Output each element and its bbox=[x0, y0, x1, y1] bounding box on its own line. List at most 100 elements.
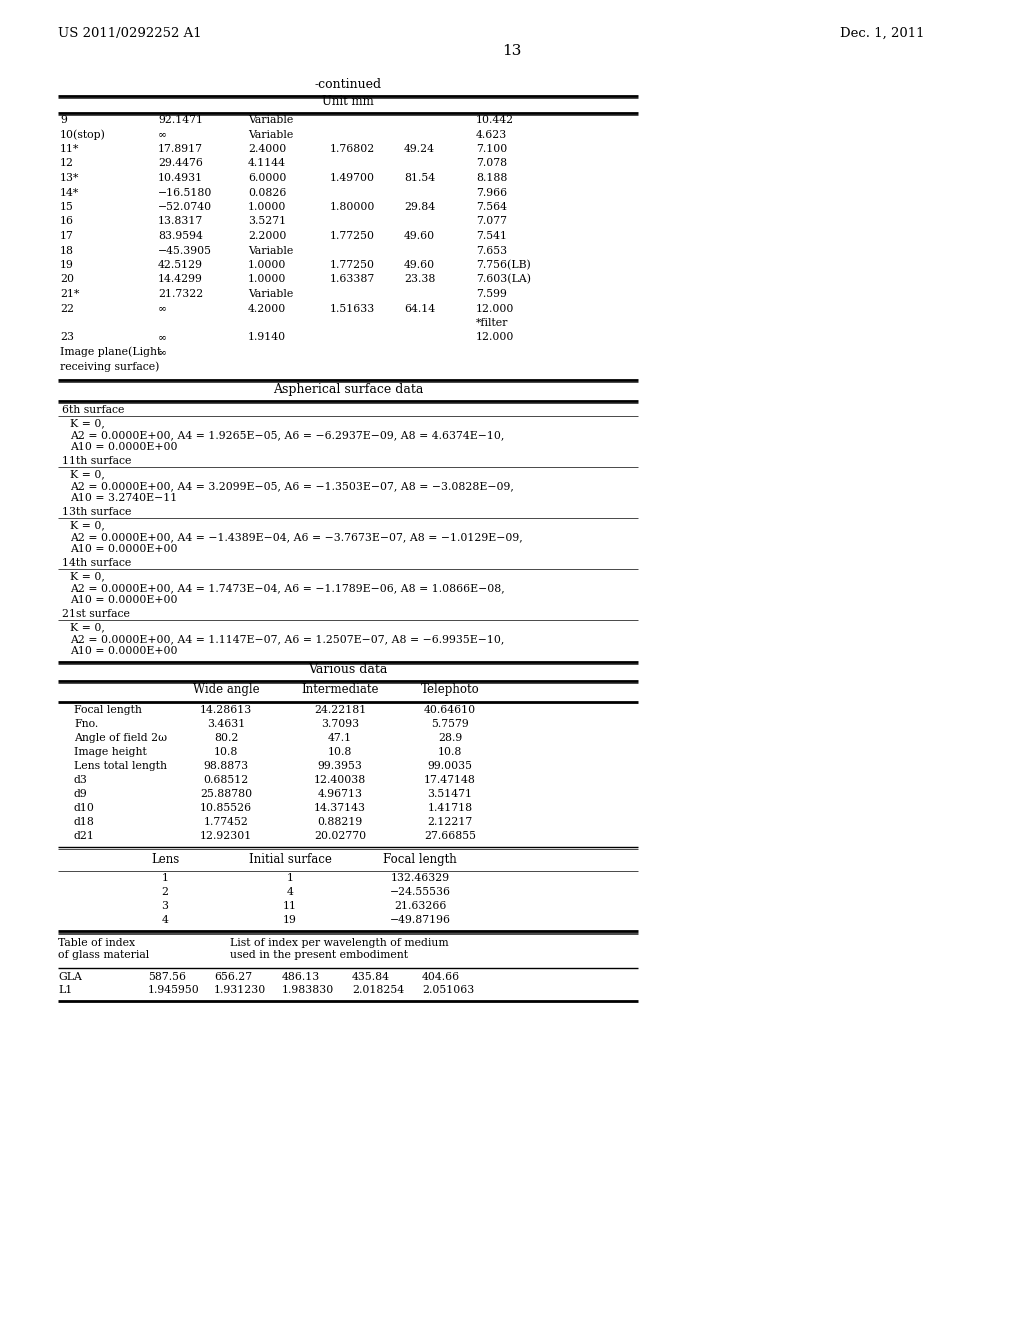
Text: 15: 15 bbox=[60, 202, 74, 213]
Text: 3: 3 bbox=[162, 902, 169, 911]
Text: Fno.: Fno. bbox=[74, 719, 98, 729]
Text: 6th surface: 6th surface bbox=[62, 405, 124, 414]
Text: 0.88219: 0.88219 bbox=[317, 817, 362, 828]
Text: 1.77250: 1.77250 bbox=[330, 231, 375, 242]
Text: 656.27: 656.27 bbox=[214, 972, 252, 982]
Text: 23.38: 23.38 bbox=[404, 275, 435, 285]
Text: Table of index: Table of index bbox=[58, 939, 135, 948]
Text: 64.14: 64.14 bbox=[404, 304, 435, 314]
Text: d10: d10 bbox=[74, 803, 95, 813]
Text: ∞: ∞ bbox=[158, 347, 167, 356]
Text: Aspherical surface data: Aspherical surface data bbox=[272, 383, 423, 396]
Text: 1.0000: 1.0000 bbox=[248, 260, 287, 271]
Text: K = 0,: K = 0, bbox=[70, 520, 104, 531]
Text: 435.84: 435.84 bbox=[352, 972, 390, 982]
Text: 7.653: 7.653 bbox=[476, 246, 507, 256]
Text: -continued: -continued bbox=[314, 78, 382, 91]
Text: 24.22181: 24.22181 bbox=[314, 705, 367, 715]
Text: d9: d9 bbox=[74, 789, 88, 799]
Text: 11th surface: 11th surface bbox=[62, 455, 131, 466]
Text: 92.1471: 92.1471 bbox=[158, 115, 203, 125]
Text: 12.40038: 12.40038 bbox=[314, 775, 367, 785]
Text: 1.931230: 1.931230 bbox=[214, 985, 266, 995]
Text: used in the present embodiment: used in the present embodiment bbox=[230, 950, 408, 960]
Text: 0.0826: 0.0826 bbox=[248, 187, 287, 198]
Text: 0.68512: 0.68512 bbox=[204, 775, 249, 785]
Text: 10.442: 10.442 bbox=[476, 115, 514, 125]
Text: 17.47148: 17.47148 bbox=[424, 775, 476, 785]
Text: −16.5180: −16.5180 bbox=[158, 187, 212, 198]
Text: K = 0,: K = 0, bbox=[70, 418, 104, 428]
Text: 4.1144: 4.1144 bbox=[248, 158, 286, 169]
Text: Telephoto: Telephoto bbox=[421, 682, 479, 696]
Text: 2.2000: 2.2000 bbox=[248, 231, 287, 242]
Text: 27.66855: 27.66855 bbox=[424, 832, 476, 841]
Text: 13: 13 bbox=[503, 44, 521, 58]
Text: 1.63387: 1.63387 bbox=[330, 275, 375, 285]
Text: 7.564: 7.564 bbox=[476, 202, 507, 213]
Text: Variable: Variable bbox=[248, 246, 293, 256]
Text: 40.64610: 40.64610 bbox=[424, 705, 476, 715]
Text: 3.5271: 3.5271 bbox=[248, 216, 286, 227]
Text: Variable: Variable bbox=[248, 289, 293, 300]
Text: 14.28613: 14.28613 bbox=[200, 705, 252, 715]
Text: 99.3953: 99.3953 bbox=[317, 762, 362, 771]
Text: 10.8: 10.8 bbox=[214, 747, 239, 756]
Text: A10 = 0.0000E+00: A10 = 0.0000E+00 bbox=[70, 595, 177, 605]
Text: −24.55536: −24.55536 bbox=[389, 887, 451, 898]
Text: 1.49700: 1.49700 bbox=[330, 173, 375, 183]
Text: 17: 17 bbox=[60, 231, 74, 242]
Text: A2 = 0.0000E+00, A4 = 1.9265E−05, A6 = −6.2937E−09, A8 = 4.6374E−10,: A2 = 0.0000E+00, A4 = 1.9265E−05, A6 = −… bbox=[70, 430, 505, 440]
Text: 14.37143: 14.37143 bbox=[314, 803, 366, 813]
Text: Focal length: Focal length bbox=[74, 705, 142, 715]
Text: 1.77452: 1.77452 bbox=[204, 817, 249, 828]
Text: 8.188: 8.188 bbox=[476, 173, 507, 183]
Text: 4.2000: 4.2000 bbox=[248, 304, 287, 314]
Text: d21: d21 bbox=[74, 832, 95, 841]
Text: 6.0000: 6.0000 bbox=[248, 173, 287, 183]
Text: Variable: Variable bbox=[248, 115, 293, 125]
Text: 98.8873: 98.8873 bbox=[204, 762, 249, 771]
Text: −52.0740: −52.0740 bbox=[158, 202, 212, 213]
Text: Lens total length: Lens total length bbox=[74, 762, 167, 771]
Text: 9: 9 bbox=[60, 115, 67, 125]
Text: 12.92301: 12.92301 bbox=[200, 832, 252, 841]
Text: 7.966: 7.966 bbox=[476, 187, 507, 198]
Text: 11: 11 bbox=[283, 902, 297, 911]
Text: 14*: 14* bbox=[60, 187, 79, 198]
Text: 2.4000: 2.4000 bbox=[248, 144, 287, 154]
Text: 4: 4 bbox=[287, 887, 294, 898]
Text: 1.9140: 1.9140 bbox=[248, 333, 286, 342]
Text: 18: 18 bbox=[60, 246, 74, 256]
Text: 1.41718: 1.41718 bbox=[427, 803, 472, 813]
Text: 99.0035: 99.0035 bbox=[427, 762, 472, 771]
Text: 1.983830: 1.983830 bbox=[282, 985, 334, 995]
Text: 20: 20 bbox=[60, 275, 74, 285]
Text: 11*: 11* bbox=[60, 144, 80, 154]
Text: Initial surface: Initial surface bbox=[249, 853, 332, 866]
Text: 17.8917: 17.8917 bbox=[158, 144, 203, 154]
Text: K = 0,: K = 0, bbox=[70, 469, 104, 479]
Text: 7.078: 7.078 bbox=[476, 158, 507, 169]
Text: 10.85526: 10.85526 bbox=[200, 803, 252, 813]
Text: 4.623: 4.623 bbox=[476, 129, 507, 140]
Text: 1.51633: 1.51633 bbox=[330, 304, 375, 314]
Text: 22: 22 bbox=[60, 304, 74, 314]
Text: 4.96713: 4.96713 bbox=[317, 789, 362, 799]
Text: 486.13: 486.13 bbox=[282, 972, 321, 982]
Text: −49.87196: −49.87196 bbox=[389, 915, 451, 925]
Text: 10.4931: 10.4931 bbox=[158, 173, 203, 183]
Text: d3: d3 bbox=[74, 775, 88, 785]
Text: GLA: GLA bbox=[58, 972, 82, 982]
Text: Angle of field 2ω: Angle of field 2ω bbox=[74, 733, 167, 743]
Text: 7.756(LB): 7.756(LB) bbox=[476, 260, 530, 271]
Text: 4: 4 bbox=[162, 915, 168, 925]
Text: 5.7579: 5.7579 bbox=[431, 719, 469, 729]
Text: K = 0,: K = 0, bbox=[70, 622, 104, 632]
Text: A2 = 0.0000E+00, A4 = 1.1147E−07, A6 = 1.2507E−07, A8 = −6.9935E−10,: A2 = 0.0000E+00, A4 = 1.1147E−07, A6 = 1… bbox=[70, 634, 505, 644]
Text: 49.60: 49.60 bbox=[404, 231, 435, 242]
Text: A10 = 3.2740E−11: A10 = 3.2740E−11 bbox=[70, 492, 177, 503]
Text: *filter: *filter bbox=[476, 318, 508, 327]
Text: Image plane(Light: Image plane(Light bbox=[60, 346, 161, 356]
Text: of glass material: of glass material bbox=[58, 950, 150, 960]
